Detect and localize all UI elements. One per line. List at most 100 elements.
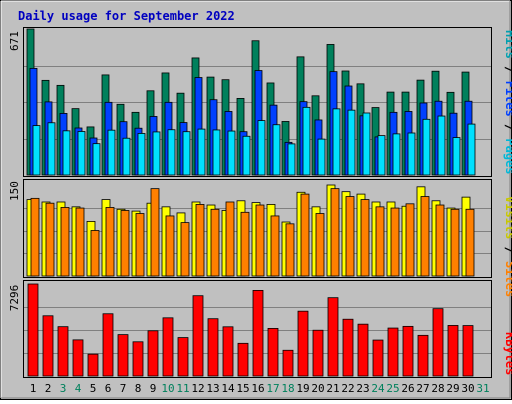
- x-tick-label-day-4: 4: [75, 382, 82, 395]
- bar-kbytes-day-28: [432, 308, 444, 377]
- bar-sites-day-5: [90, 230, 100, 277]
- bar-pages-day-12: [197, 128, 206, 176]
- bar-kbytes-day-29: [447, 325, 459, 377]
- x-tick-label-day-6: 6: [105, 382, 112, 395]
- x-tick-label-day-11: 11: [176, 382, 189, 395]
- bar-sites-day-29: [450, 208, 460, 277]
- bar-sites-day-30: [465, 208, 475, 277]
- bar-sites-day-9: [150, 188, 160, 277]
- x-tick-label-day-15: 15: [236, 382, 249, 395]
- bar-pages-day-23: [362, 112, 371, 176]
- bar-kbytes-day-17: [267, 327, 279, 377]
- x-tick-label-day-10: 10: [161, 382, 174, 395]
- bar-pages-day-3: [62, 130, 71, 176]
- x-tick-label-day-9: 9: [150, 382, 157, 395]
- x-tick-label-day-1: 1: [30, 382, 37, 395]
- bar-sites-day-19: [300, 193, 310, 277]
- y-max-label-visits: 150: [8, 181, 21, 201]
- bar-pages-day-27: [422, 118, 431, 176]
- bar-pages-day-2: [47, 122, 56, 176]
- bar-pages-day-1: [32, 125, 41, 176]
- x-tick-label-day-28: 28: [431, 382, 444, 395]
- bars-layer: [26, 28, 476, 377]
- x-tick-label-day-8: 8: [135, 382, 142, 395]
- bar-kbytes-day-23: [357, 323, 369, 377]
- bar-kbytes-day-14: [222, 326, 234, 377]
- bar-kbytes-day-16: [252, 290, 264, 377]
- bar-sites-day-15: [240, 211, 250, 277]
- bar-pages-day-21: [332, 108, 341, 176]
- y-max-label-kbytes: 7296: [8, 285, 21, 312]
- x-tick-label-day-18: 18: [281, 382, 294, 395]
- bar-kbytes-day-10: [162, 317, 174, 377]
- bar-kbytes-day-4: [72, 339, 84, 377]
- bar-kbytes-day-26: [402, 325, 414, 377]
- bar-kbytes-day-13: [207, 318, 219, 377]
- x-tick-label-day-24: 24: [371, 382, 385, 395]
- x-tick-label-day-30: 30: [461, 382, 474, 395]
- x-tick-label-day-19: 19: [296, 382, 309, 395]
- legend-visits: Visits: [503, 196, 512, 239]
- bar-kbytes-day-9: [147, 330, 159, 377]
- bar-pages-day-16: [257, 120, 266, 176]
- x-tick-label-day-22: 22: [341, 382, 354, 395]
- bar-pages-day-14: [227, 130, 236, 176]
- bar-sites-day-25: [390, 207, 400, 277]
- bar-sites-day-16: [255, 204, 265, 277]
- bar-kbytes-day-18: [282, 349, 294, 377]
- bar-pages-day-29: [452, 137, 461, 176]
- x-tick-label-day-3: 3: [60, 382, 67, 395]
- bar-sites-day-18: [285, 223, 295, 277]
- bar-sites-day-11: [180, 222, 190, 277]
- bar-kbytes-day-27: [417, 334, 429, 377]
- bar-pages-day-7: [122, 137, 131, 176]
- bar-kbytes-day-22: [342, 318, 354, 377]
- x-tick-label-day-27: 27: [416, 382, 429, 395]
- x-tick-label-day-7: 7: [120, 382, 127, 395]
- bar-kbytes-day-6: [102, 313, 114, 377]
- bar-sites-day-2: [45, 202, 55, 277]
- bar-sites-day-7: [120, 210, 130, 277]
- x-tick-label-day-31: 31: [476, 382, 489, 395]
- bar-sites-day-28: [435, 204, 445, 277]
- bar-kbytes-day-12: [192, 295, 204, 377]
- bar-pages-day-17: [272, 124, 281, 176]
- bar-pages-day-22: [347, 109, 356, 176]
- bar-kbytes-day-2: [42, 315, 54, 377]
- bar-pages-day-11: [182, 131, 191, 176]
- bar-kbytes-day-1: [27, 283, 39, 377]
- legend-kbytes: KBytes: [503, 332, 512, 375]
- x-tick-label-day-29: 29: [446, 382, 459, 395]
- bar-pages-day-18: [287, 143, 296, 176]
- legend-hits: Hits: [503, 30, 512, 59]
- bar-sites-day-22: [345, 196, 355, 277]
- x-tick-label-day-20: 20: [311, 382, 324, 395]
- x-tick-label-day-14: 14: [221, 382, 235, 395]
- bar-pages-day-25: [392, 133, 401, 176]
- bar-pages-day-30: [467, 123, 476, 176]
- bar-sites-day-3: [60, 207, 70, 277]
- bar-pages-day-13: [212, 129, 221, 176]
- bar-pages-day-26: [407, 132, 416, 176]
- legend-pages-files-hits: Hits / Files / Pages: [503, 30, 512, 175]
- legend-visits-sites: Visits / Sites: [503, 196, 512, 297]
- legend-pages: Pages: [503, 138, 512, 174]
- bar-pages-day-28: [437, 115, 446, 176]
- bar-kbytes-day-5: [87, 353, 99, 377]
- bar-sites-day-1: [30, 197, 40, 277]
- bar-pages-day-9: [152, 131, 161, 176]
- bar-pages-day-20: [317, 138, 326, 176]
- x-tick-label-day-2: 2: [45, 382, 52, 395]
- bar-sites-day-4: [75, 207, 85, 277]
- bar-kbytes-day-19: [297, 310, 309, 377]
- bar-sites-day-14: [225, 201, 235, 277]
- x-tick-label-day-12: 12: [191, 382, 204, 395]
- bar-kbytes-day-8: [132, 341, 144, 377]
- bar-sites-day-12: [195, 204, 205, 277]
- bar-sites-day-24: [375, 206, 385, 277]
- x-tick-label-day-25: 25: [386, 382, 399, 395]
- x-tick-label-day-5: 5: [90, 382, 97, 395]
- bar-kbytes-day-3: [57, 326, 69, 377]
- x-tick-label-day-13: 13: [206, 382, 219, 395]
- y-max-label-hits: 671: [8, 31, 21, 51]
